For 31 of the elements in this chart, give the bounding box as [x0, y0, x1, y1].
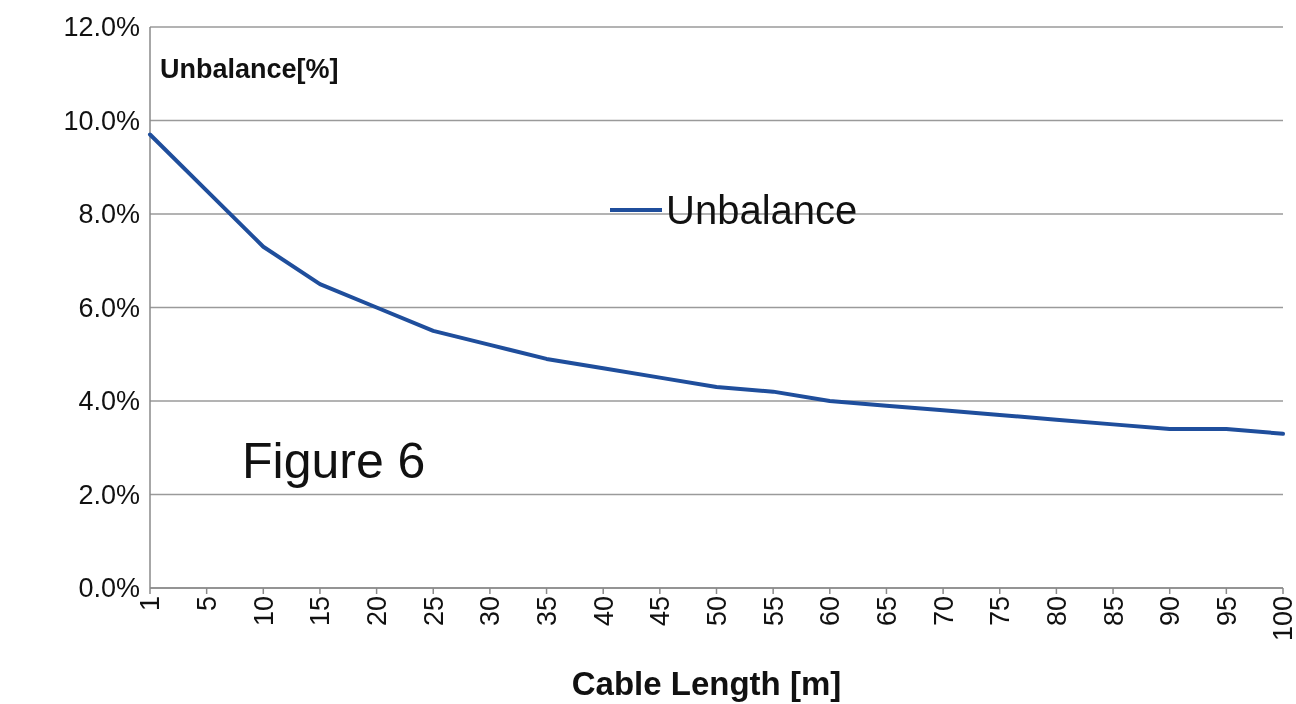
- legend-label: Unbalance: [666, 188, 858, 232]
- x-tick-label: 100: [1268, 596, 1296, 642]
- annotation: Figure 6: [242, 433, 426, 489]
- x-tick-label: 45: [645, 596, 676, 627]
- x-tick-label: 80: [1041, 596, 1072, 627]
- x-tick-label: 90: [1155, 596, 1186, 627]
- x-tick-label: 20: [362, 596, 393, 627]
- x-tick-label: 40: [588, 596, 619, 627]
- x-tick-label: 15: [305, 596, 336, 627]
- x-tick-label: 35: [532, 596, 562, 627]
- y-axis-title: Unbalance[%]: [160, 54, 339, 84]
- x-tick-label: 50: [701, 596, 732, 627]
- y-tick-label: 8.0%: [78, 199, 140, 230]
- x-tick-label: 65: [871, 596, 902, 627]
- x-tick-label: 70: [928, 596, 959, 627]
- x-tick-label: 10: [248, 596, 279, 627]
- x-tick-label: 30: [475, 596, 506, 627]
- x-tick-label: 85: [1098, 596, 1129, 627]
- y-tick-label: 6.0%: [78, 292, 140, 323]
- x-tick-label: 75: [985, 596, 1016, 627]
- x-tick-label: 55: [758, 596, 789, 627]
- x-tick-label: 95: [1211, 596, 1242, 627]
- x-tick-label: 5: [192, 596, 223, 612]
- y-tick-label: 12.0%: [63, 12, 140, 43]
- x-axis-title: Cable Length [m]: [571, 665, 842, 702]
- x-tick-label: 60: [815, 596, 846, 627]
- y-tick-label: 10.0%: [63, 105, 140, 136]
- x-tick-label: 25: [418, 596, 449, 627]
- y-tick-label: 4.0%: [78, 386, 140, 417]
- line-series: [148, 132, 1285, 436]
- y-tick-label: 2.0%: [78, 479, 140, 510]
